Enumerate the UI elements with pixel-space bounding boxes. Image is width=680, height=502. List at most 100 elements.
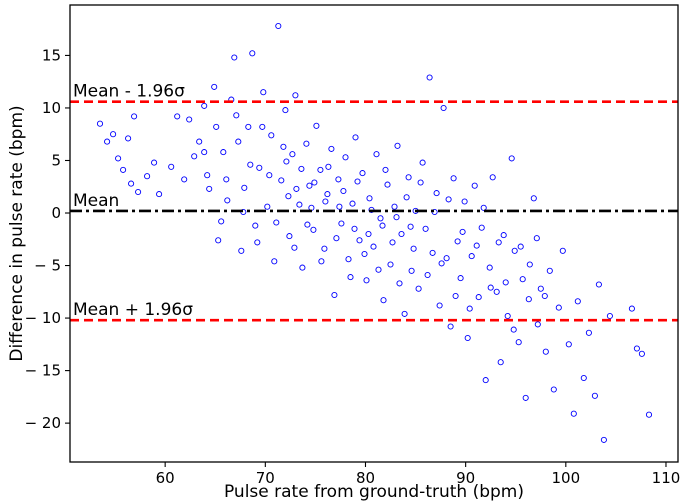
- data-point: [201, 149, 208, 156]
- data-point: [375, 266, 382, 273]
- data-point: [271, 258, 278, 265]
- data-point: [384, 181, 391, 188]
- data-point: [260, 89, 267, 96]
- data-point: [417, 179, 424, 186]
- data-point: [303, 140, 310, 147]
- data-point: [407, 223, 414, 230]
- y-tick-label: − 15: [25, 362, 61, 380]
- data-point: [215, 237, 222, 244]
- data-point: [473, 242, 480, 249]
- data-point: [351, 225, 358, 232]
- data-point: [574, 298, 581, 305]
- data-point: [508, 155, 515, 162]
- data-point: [628, 305, 635, 312]
- data-point: [401, 310, 408, 317]
- data-point: [534, 321, 541, 328]
- data-point: [380, 297, 387, 304]
- data-point: [533, 235, 540, 242]
- reference-lines: Mean - 1.96σ Mean Mean + 1.96σ: [70, 82, 678, 322]
- data-point: [233, 112, 240, 119]
- data-point: [486, 264, 493, 271]
- data-point: [268, 132, 275, 139]
- data-point: [379, 222, 386, 229]
- data-point: [522, 394, 529, 401]
- data-point: [299, 264, 306, 271]
- data-point: [370, 243, 377, 250]
- data-point: [482, 377, 489, 384]
- data-points: [96, 22, 653, 443]
- data-point: [104, 138, 111, 145]
- data-point: [373, 151, 380, 158]
- data-point: [530, 195, 537, 202]
- data-point: [398, 230, 405, 238]
- data-point: [296, 201, 303, 208]
- x-tick-label: 100: [551, 469, 580, 487]
- data-point: [181, 176, 188, 183]
- data-point: [495, 239, 502, 246]
- data-point: [393, 214, 400, 221]
- data-point: [191, 153, 198, 160]
- reference-line-label: Mean + 1.96σ: [73, 300, 193, 320]
- data-point: [266, 172, 273, 179]
- data-point: [638, 350, 645, 357]
- data-point: [349, 200, 356, 207]
- y-tick-label: − 10: [25, 309, 61, 327]
- y-tick-label: 15: [42, 46, 61, 64]
- y-tick-label: 5: [51, 151, 61, 169]
- data-point: [245, 123, 252, 130]
- data-point: [445, 196, 452, 203]
- data-point: [321, 245, 328, 252]
- data-point: [151, 159, 158, 166]
- data-point: [591, 392, 598, 399]
- data-point: [515, 339, 522, 346]
- data-point: [359, 170, 366, 177]
- data-point: [238, 247, 245, 254]
- data-point: [452, 292, 459, 300]
- data-point: [377, 215, 384, 222]
- data-point: [410, 245, 417, 252]
- data-point: [293, 185, 300, 192]
- data-point: [389, 239, 396, 246]
- data-point: [135, 188, 142, 196]
- data-point: [600, 436, 607, 443]
- data-point: [206, 185, 213, 192]
- data-point: [457, 275, 464, 282]
- data-point: [223, 176, 230, 183]
- plot-frame: [69, 4, 679, 463]
- data-point: [213, 123, 220, 130]
- data-point: [306, 182, 313, 189]
- data-point: [128, 180, 135, 187]
- data-point: [396, 280, 403, 287]
- data-point: [328, 145, 335, 152]
- data-point: [550, 386, 557, 393]
- data-point: [354, 178, 361, 185]
- x-tick-label: 90: [456, 469, 475, 487]
- data-point: [317, 166, 324, 173]
- data-point: [454, 238, 461, 245]
- data-point: [120, 166, 127, 173]
- data-point: [283, 158, 290, 165]
- data-point: [382, 166, 389, 173]
- data-point: [311, 179, 318, 186]
- data-point: [220, 149, 227, 156]
- data-point: [433, 190, 440, 197]
- data-point: [405, 174, 412, 181]
- data-point: [633, 345, 640, 352]
- data-point: [144, 173, 151, 180]
- data-point: [466, 305, 473, 312]
- data-point: [318, 258, 325, 265]
- data-point: [525, 296, 532, 303]
- x-axis-label: Pulse rate from ground-truth (bpm): [224, 482, 524, 502]
- data-point: [282, 107, 289, 114]
- data-point: [542, 348, 549, 355]
- data-point: [254, 239, 261, 246]
- data-point: [196, 138, 203, 145]
- data-point: [110, 131, 117, 138]
- data-point: [96, 120, 104, 127]
- data-point: [585, 329, 592, 336]
- data-point: [333, 235, 340, 242]
- reference-line-label: Mean: [73, 191, 119, 211]
- data-point: [156, 191, 163, 198]
- y-tick-label: − 5: [34, 257, 61, 275]
- data-point: [331, 291, 338, 299]
